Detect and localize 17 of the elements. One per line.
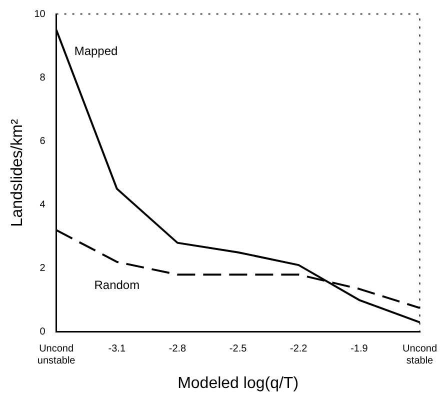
x-tick-label: -2.5 (229, 344, 248, 355)
x-axis-title: Modeled log(q/T) (178, 374, 299, 392)
x-tick-label: Uncond stable (402, 344, 437, 367)
x-tick-label: -2.2 (290, 344, 308, 355)
x-tick-label: Uncond unstable (37, 344, 76, 367)
x-tick-label: -1.9 (350, 344, 368, 355)
y-tick-label: 6 (40, 136, 46, 147)
y-tick-label: 4 (40, 199, 46, 210)
x-tick-label: -2.8 (168, 344, 187, 355)
y-tick-label: 2 (40, 262, 46, 274)
y-tick-label: 8 (40, 72, 46, 84)
y-tick-label: 10 (34, 8, 46, 20)
y-tick-label: 0 (40, 326, 46, 338)
y-axis-title: Landslides/km² (9, 118, 26, 227)
series-label: Mapped (74, 44, 118, 58)
series-label: Random (94, 278, 140, 292)
x-tick-label: -3.1 (108, 344, 126, 355)
